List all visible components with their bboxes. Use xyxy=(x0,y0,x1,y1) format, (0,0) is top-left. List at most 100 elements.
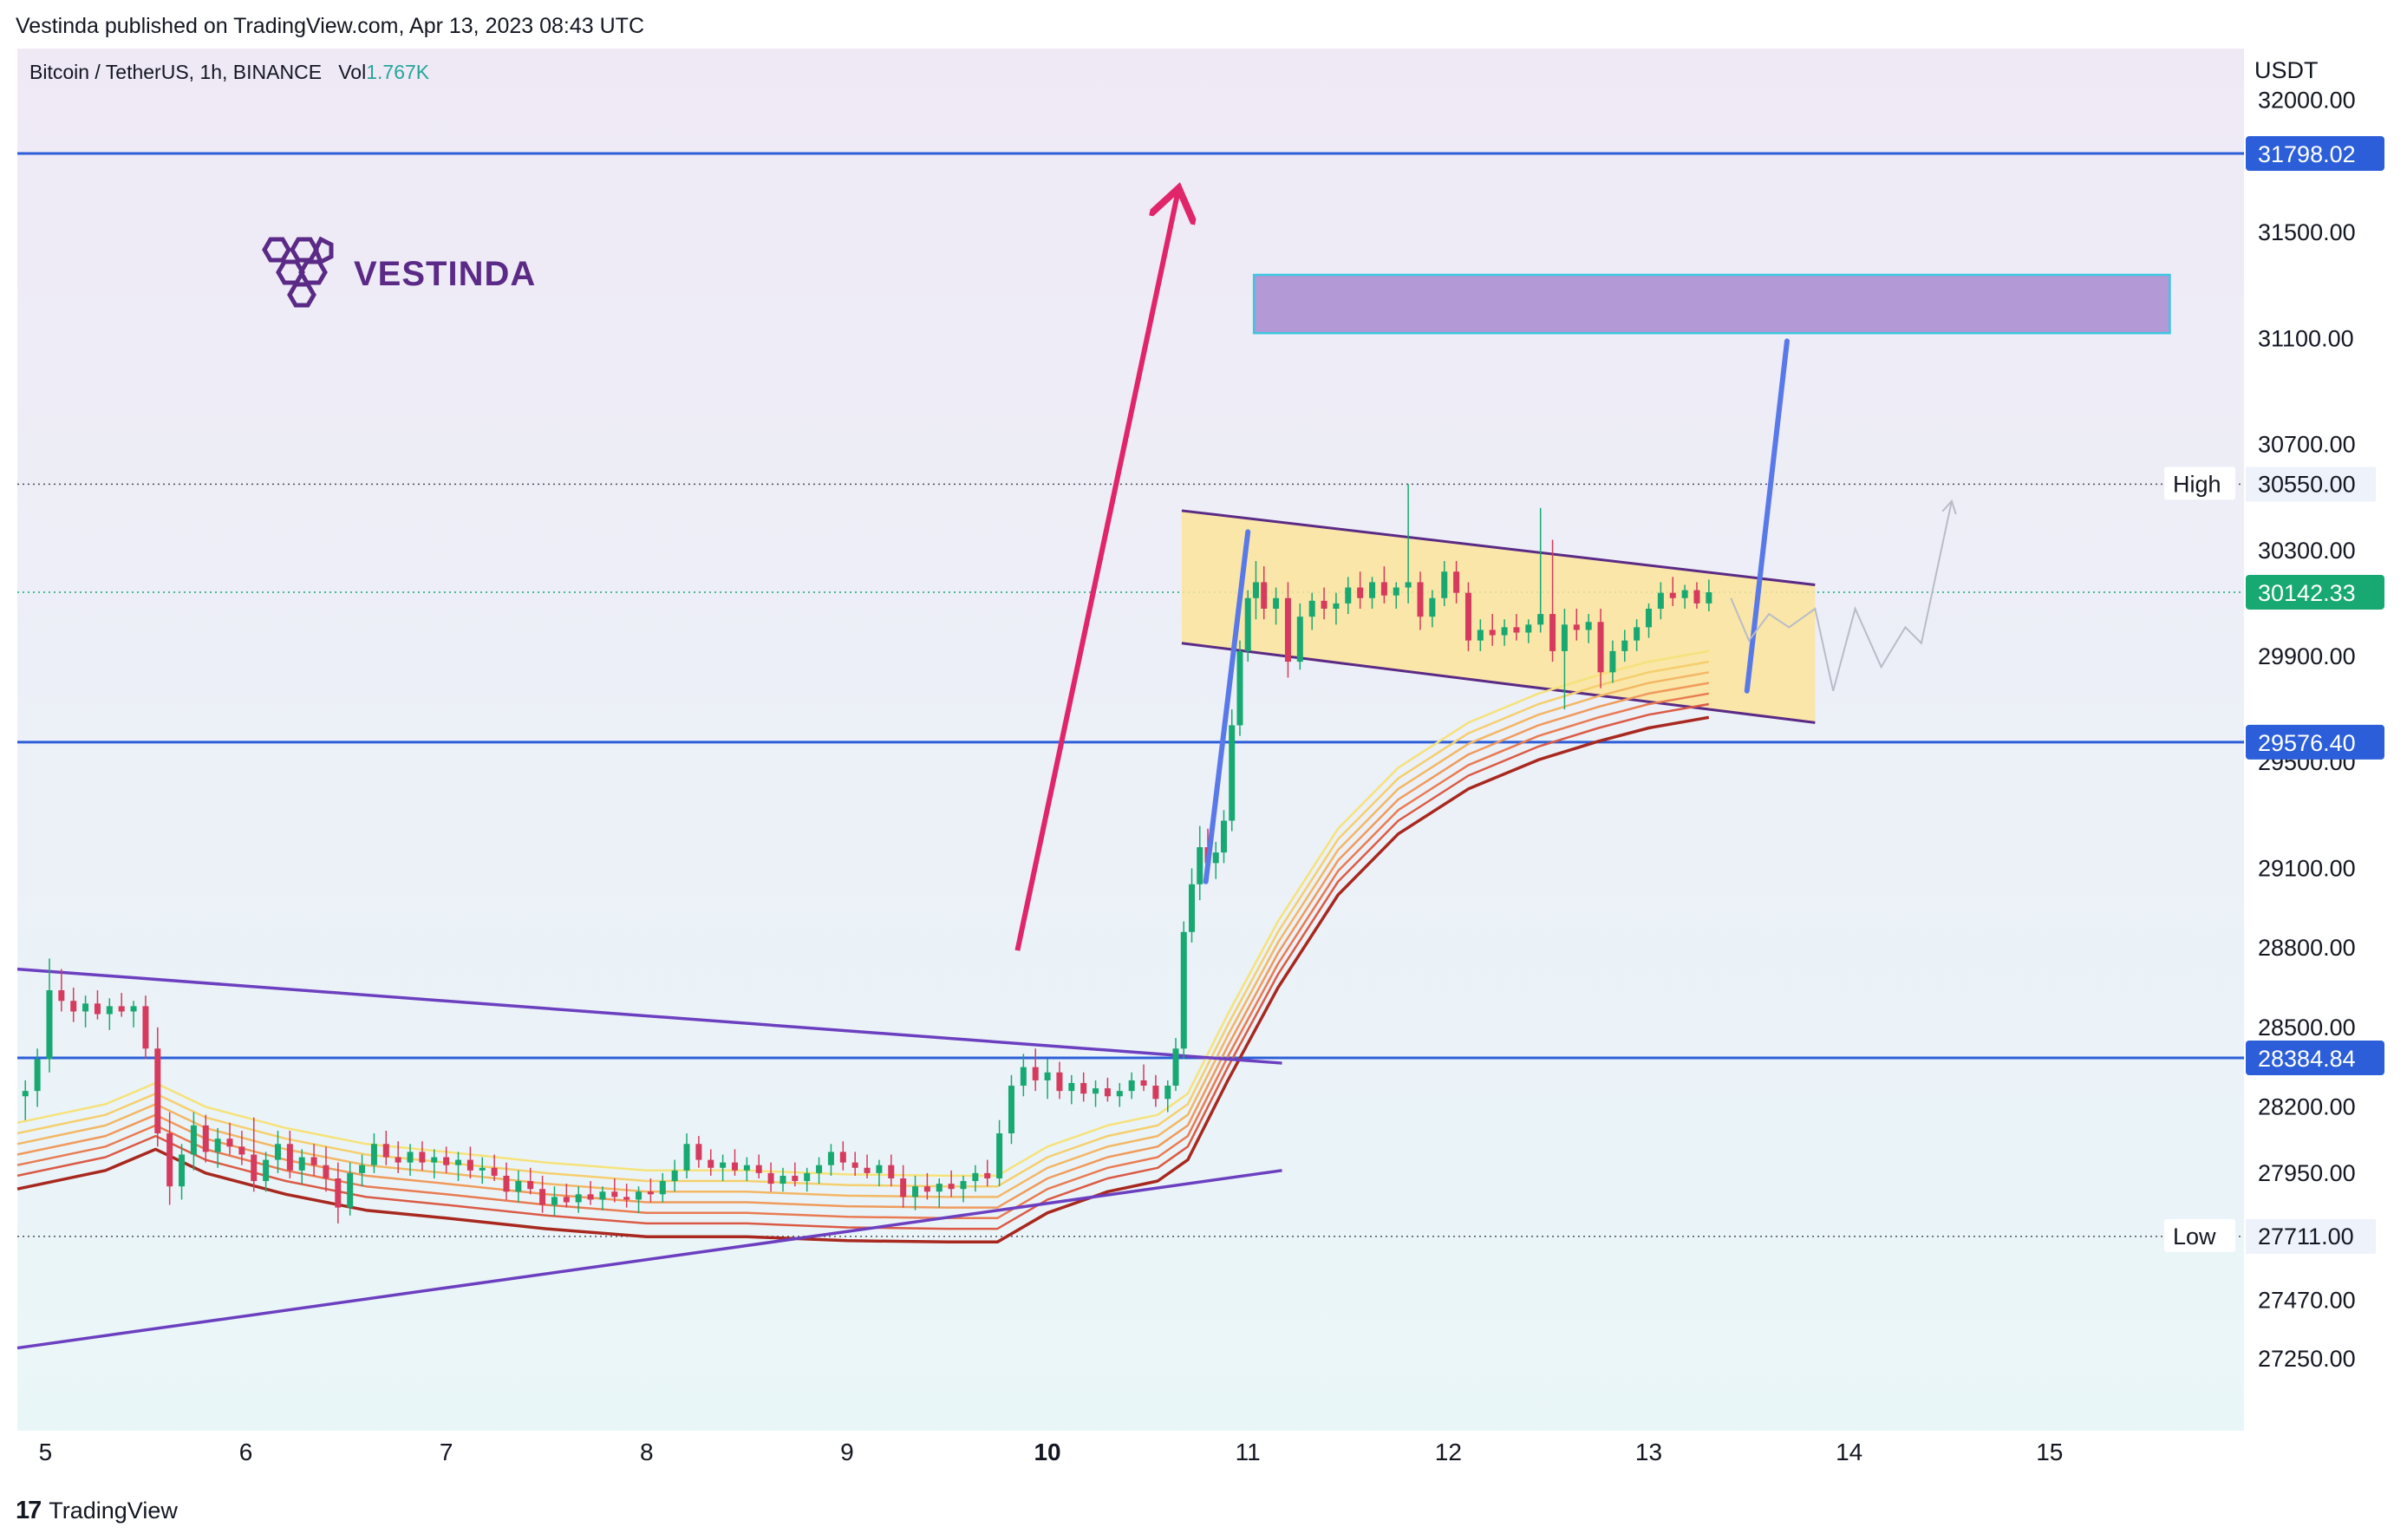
candle[interactable] xyxy=(166,1112,173,1205)
candle[interactable] xyxy=(1212,841,1219,879)
candle[interactable] xyxy=(1405,484,1412,604)
candle[interactable] xyxy=(563,1184,570,1208)
candle[interactable] xyxy=(1464,582,1471,651)
candle[interactable] xyxy=(671,1159,678,1192)
candle[interactable] xyxy=(900,1165,907,1208)
candle[interactable] xyxy=(636,1186,643,1213)
candle[interactable] xyxy=(948,1170,955,1197)
candle[interactable] xyxy=(683,1133,690,1178)
candle[interactable] xyxy=(851,1152,858,1176)
time-axis[interactable] xyxy=(0,1431,2246,1479)
candle[interactable] xyxy=(214,1127,221,1168)
candle[interactable] xyxy=(455,1152,462,1182)
candle[interactable] xyxy=(1032,1048,1039,1092)
candle[interactable] xyxy=(70,987,77,1022)
candle[interactable] xyxy=(1573,608,1580,641)
candle[interactable] xyxy=(1513,614,1520,641)
ascending-trend-line[interactable] xyxy=(16,1169,1282,1350)
flag-channel-fill[interactable] xyxy=(1181,510,1816,723)
level-price-badge[interactable] xyxy=(2246,136,2384,171)
candle[interactable] xyxy=(827,1144,834,1176)
candle[interactable] xyxy=(1441,560,1448,606)
candle[interactable] xyxy=(1501,619,1508,646)
target-zone-rectangle[interactable] xyxy=(1252,273,2171,335)
candle[interactable] xyxy=(310,1144,317,1176)
candle[interactable] xyxy=(1236,640,1243,736)
candle[interactable] xyxy=(118,993,125,1017)
candle[interactable] xyxy=(960,1175,967,1203)
candle[interactable] xyxy=(731,1149,738,1176)
candle[interactable] xyxy=(407,1144,414,1176)
candle[interactable] xyxy=(1252,560,1259,620)
candle[interactable] xyxy=(936,1178,943,1208)
candle[interactable] xyxy=(923,1172,930,1200)
candle[interactable] xyxy=(1453,560,1460,604)
candle[interactable] xyxy=(1152,1074,1159,1107)
candle[interactable] xyxy=(743,1157,750,1182)
candle[interactable] xyxy=(720,1154,727,1182)
candle[interactable] xyxy=(1273,587,1280,625)
candle[interactable] xyxy=(587,1181,594,1205)
candle[interactable] xyxy=(1056,1061,1063,1100)
candle[interactable] xyxy=(1244,590,1251,662)
candle[interactable] xyxy=(1080,1072,1087,1102)
candle[interactable] xyxy=(1585,614,1592,643)
candle[interactable] xyxy=(58,969,65,1012)
candle[interactable] xyxy=(323,1146,329,1192)
candle[interactable] xyxy=(1609,640,1616,683)
candle[interactable] xyxy=(22,1080,29,1120)
candle[interactable] xyxy=(1537,507,1544,633)
candle[interactable] xyxy=(1393,582,1399,609)
candle[interactable] xyxy=(503,1162,510,1200)
candle[interactable] xyxy=(1345,577,1352,615)
candle[interactable] xyxy=(1308,592,1315,630)
level-price-badge[interactable] xyxy=(2246,724,2384,760)
candle[interactable] xyxy=(286,1130,293,1178)
candle[interactable] xyxy=(767,1162,774,1192)
candle[interactable] xyxy=(1172,1038,1179,1092)
candle[interactable] xyxy=(238,1130,245,1165)
candle[interactable] xyxy=(1669,577,1676,606)
candle[interactable] xyxy=(1429,590,1436,628)
candle[interactable] xyxy=(647,1178,654,1203)
candle[interactable] xyxy=(491,1154,498,1182)
candle[interactable] xyxy=(1229,709,1236,832)
candle[interactable] xyxy=(1116,1082,1123,1107)
candle[interactable] xyxy=(142,995,149,1060)
candle[interactable] xyxy=(395,1141,401,1173)
candle[interactable] xyxy=(1380,566,1387,604)
candle[interactable] xyxy=(515,1170,522,1203)
candle[interactable] xyxy=(419,1141,426,1171)
candle[interactable] xyxy=(1164,1080,1171,1113)
candle[interactable] xyxy=(792,1162,799,1187)
candle[interactable] xyxy=(1561,608,1568,710)
candle[interactable] xyxy=(34,1048,41,1107)
candle[interactable] xyxy=(1197,825,1204,901)
candle[interactable] xyxy=(839,1141,846,1171)
candle[interactable] xyxy=(1020,1054,1027,1097)
candle[interactable] xyxy=(1188,868,1195,943)
descending-trend-line[interactable] xyxy=(16,967,1282,1065)
candle[interactable] xyxy=(46,958,53,1073)
flagpole-line[interactable] xyxy=(1203,529,1251,884)
candle[interactable] xyxy=(623,1184,630,1208)
candle[interactable] xyxy=(876,1159,883,1187)
candle[interactable] xyxy=(1128,1072,1135,1100)
candle[interactable] xyxy=(479,1157,486,1184)
candle[interactable] xyxy=(972,1165,979,1192)
impulse-arrow[interactable] xyxy=(1014,192,1177,951)
candle[interactable] xyxy=(888,1154,895,1187)
candle[interactable] xyxy=(1621,630,1628,662)
projection-line[interactable] xyxy=(1744,338,1790,694)
candle[interactable] xyxy=(154,1027,161,1147)
candle[interactable] xyxy=(912,1175,919,1210)
candle[interactable] xyxy=(335,1162,342,1224)
candle[interactable] xyxy=(1261,566,1268,620)
candle[interactable] xyxy=(370,1133,377,1173)
candle[interactable] xyxy=(1706,579,1712,612)
candle[interactable] xyxy=(1657,582,1664,620)
candle[interactable] xyxy=(1333,592,1340,625)
candle[interactable] xyxy=(1369,577,1376,609)
candle[interactable] xyxy=(695,1136,702,1168)
